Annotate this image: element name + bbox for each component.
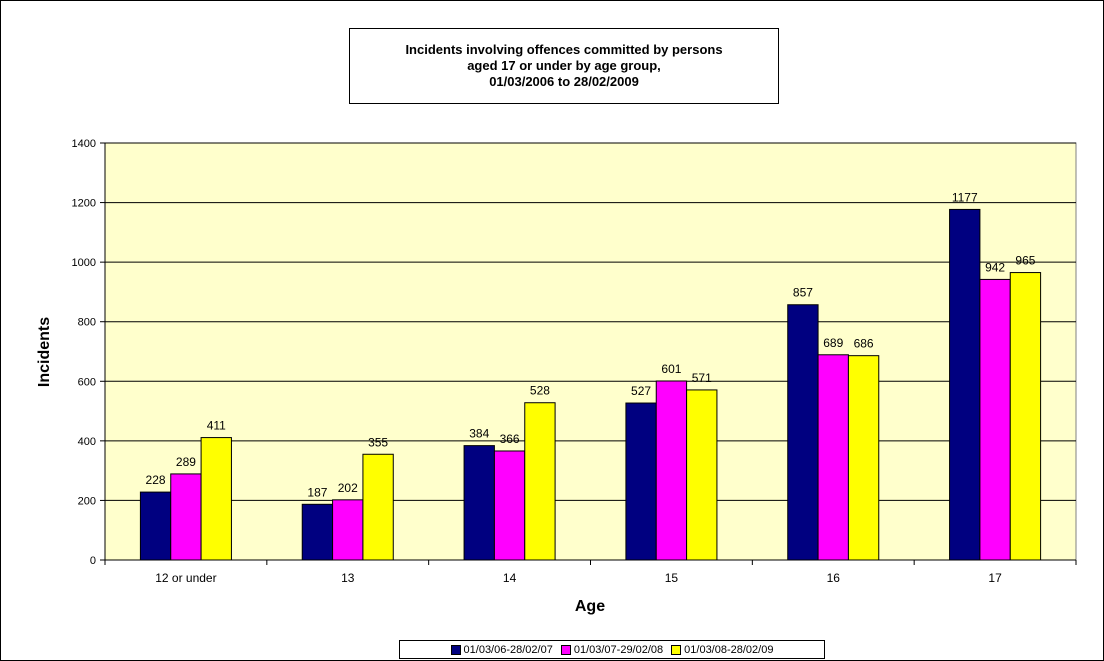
- bar: [301, 503, 334, 561]
- x-tick-label: 15: [665, 571, 679, 585]
- y-tick-label: 1200: [72, 198, 96, 210]
- bar: [463, 445, 495, 561]
- x-tick-label: 13: [341, 571, 355, 585]
- y-tick-label: 0: [90, 555, 96, 567]
- bar-value-label: 857: [793, 286, 813, 300]
- legend-swatch-series-3: [671, 644, 682, 655]
- plot-area: [104, 142, 1077, 561]
- bar: [332, 499, 364, 561]
- chart-title-line-2: aged 17 or under by age group,: [467, 58, 661, 73]
- y-tick-label: 1400: [72, 138, 96, 150]
- bar: [787, 304, 819, 561]
- bar-value-label: 384: [469, 427, 489, 441]
- y-tick-label: 800: [78, 317, 96, 329]
- bar: [817, 354, 849, 561]
- bar-value-label: 686: [854, 337, 874, 351]
- bar-value-label: 355: [368, 435, 388, 449]
- chart-title-line-1: Incidents involving offences committed b…: [405, 42, 723, 57]
- bar-value-label: 965: [1015, 254, 1035, 268]
- bar: [625, 402, 657, 561]
- bar: [949, 208, 981, 561]
- legend-swatch-series-1: [450, 644, 461, 655]
- x-tick-label: 12 or under: [155, 571, 216, 585]
- chart-title: Incidents involving offences committed b…: [349, 28, 779, 104]
- bar: [362, 453, 394, 561]
- legend-label-series-1: 01/03/06-28/02/07: [463, 643, 553, 656]
- chart-legend: 01/03/06-28/02/07 01/03/07-29/02/08 01/0…: [399, 640, 825, 659]
- y-tick-label: 400: [78, 436, 96, 448]
- bar: [979, 278, 1011, 561]
- x-axis-label: Age: [575, 598, 605, 615]
- bar: [170, 473, 202, 561]
- y-tick-label: 1000: [72, 257, 96, 269]
- x-tick-label: 14: [503, 571, 517, 585]
- bar-value-label: 1177: [952, 190, 978, 204]
- bar-value-label: 528: [530, 384, 550, 398]
- y-tick-label: 600: [78, 376, 96, 388]
- bar-value-label: 527: [631, 384, 651, 398]
- legend-label-series-2: 01/03/07-29/02/08: [573, 643, 664, 656]
- bar: [200, 437, 232, 561]
- bar-value-label: 411: [207, 419, 226, 433]
- legend-item-series-2: 01/03/07-29/02/08: [560, 643, 664, 656]
- bar: [1009, 272, 1042, 561]
- bar-value-label: 187: [307, 485, 327, 499]
- legend-swatch-series-2: [560, 644, 571, 655]
- bar: [139, 491, 172, 561]
- bar-value-label: 289: [176, 455, 196, 469]
- bar: [686, 389, 718, 561]
- bar-value-label: 202: [338, 481, 358, 495]
- y-axis-label: Incidents: [36, 317, 53, 387]
- chart-title-line-3: 01/03/2006 to 28/02/2009: [489, 74, 639, 89]
- bar: [493, 450, 526, 561]
- bar-value-label: 689: [823, 336, 843, 350]
- bar: [655, 380, 688, 561]
- legend-item-series-3: 01/03/08-28/02/09: [671, 644, 773, 656]
- bar-value-label: 228: [146, 473, 166, 487]
- bar: [847, 355, 880, 561]
- bar-value-label: 942: [985, 260, 1005, 274]
- legend-label-series-3: 01/03/08-28/02/09: [684, 643, 774, 656]
- bar: [524, 402, 556, 561]
- legend-item-series-1: 01/03/06-28/02/07: [450, 643, 553, 656]
- y-tick-label: 200: [78, 495, 96, 507]
- x-tick-label: 17: [988, 571, 1002, 585]
- x-tick-label: 16: [827, 571, 841, 585]
- bar-value-label: 366: [500, 432, 520, 446]
- bar-value-label: 571: [692, 371, 712, 385]
- bar-value-label: 601: [661, 362, 681, 376]
